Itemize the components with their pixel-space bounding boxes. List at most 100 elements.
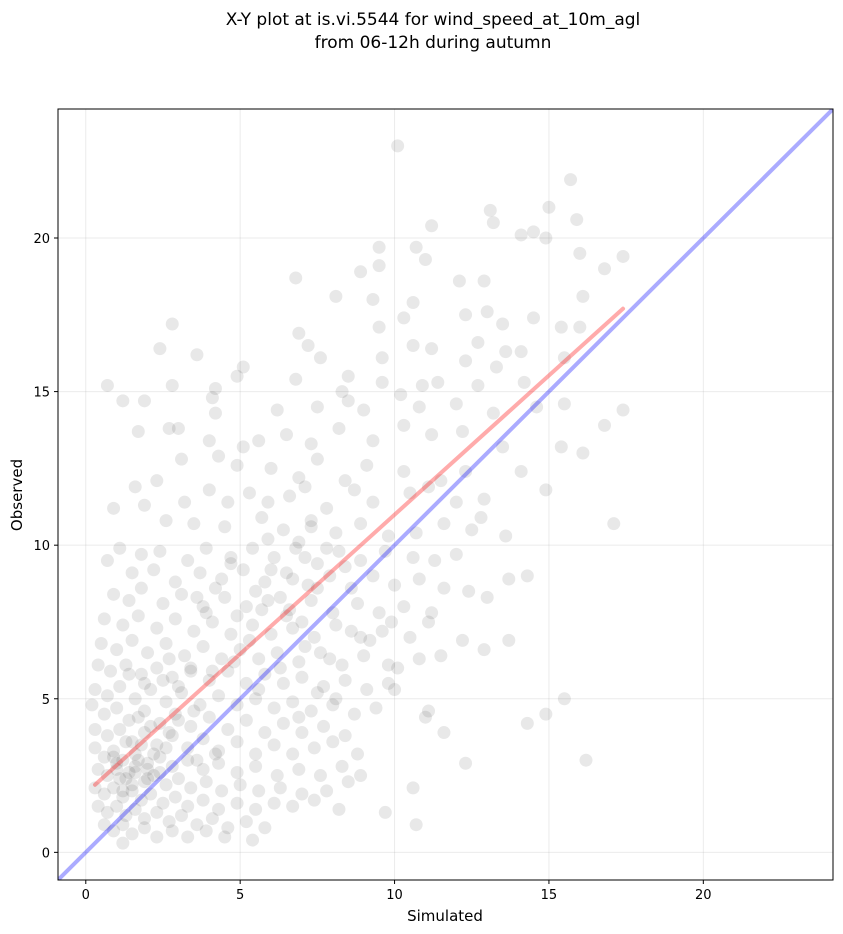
scatter-point	[471, 378, 485, 392]
scatter-point	[307, 793, 321, 807]
scatter-point	[261, 593, 275, 607]
scatter-point	[144, 787, 158, 801]
scatter-point	[298, 640, 312, 654]
scatter-point	[520, 569, 534, 583]
scatter-point	[205, 812, 219, 826]
scatter-point	[409, 240, 423, 254]
plot-frame	[57, 108, 834, 881]
scatter-point	[375, 624, 389, 638]
scatter-point	[434, 649, 448, 663]
scatter-point	[181, 753, 195, 767]
scatter-point	[125, 827, 139, 841]
scatter-point	[425, 606, 439, 620]
scatter-point	[480, 590, 494, 604]
scatter-point	[137, 394, 151, 408]
scatter-point	[202, 483, 216, 497]
scatter-point	[261, 532, 275, 546]
scatter-point	[137, 821, 151, 835]
scatter-point	[304, 593, 318, 607]
scatter-point	[406, 296, 420, 310]
scatter-point	[295, 726, 309, 740]
scatter-point	[418, 710, 432, 724]
scatter-point	[526, 311, 540, 325]
y-tick-label: 0	[42, 846, 50, 861]
scatter-point	[292, 710, 306, 724]
scatter-point	[150, 805, 164, 819]
scatter-point	[381, 676, 395, 690]
scatter-point	[326, 735, 340, 749]
scatter-point	[539, 483, 553, 497]
scatter-point	[323, 569, 337, 583]
scatter-point	[267, 738, 281, 752]
scatter-point	[422, 704, 436, 718]
scatter-point	[354, 517, 368, 531]
scatter-point	[221, 664, 235, 678]
scatter-point	[295, 670, 309, 684]
scatter-point	[261, 495, 275, 509]
scatter-point	[304, 437, 318, 451]
scatter-point	[190, 753, 204, 767]
scatter-point	[344, 624, 358, 638]
scatter-point	[542, 200, 556, 214]
scatter-point	[156, 597, 170, 611]
scatter-point	[326, 698, 340, 712]
scatter-point	[131, 753, 145, 767]
scatter-point	[341, 369, 355, 383]
scatter-point	[557, 397, 571, 411]
scatter-point	[110, 756, 124, 770]
scatter-point	[125, 778, 139, 792]
scatter-point	[137, 812, 151, 826]
scatter-point	[360, 458, 374, 472]
scatter-point	[459, 308, 473, 322]
scatter-point	[175, 686, 189, 700]
scatter-point	[116, 394, 130, 408]
scatter-point	[452, 274, 466, 288]
scatter-point	[437, 726, 451, 740]
scatter-point	[150, 621, 164, 635]
scatter-point	[477, 492, 491, 506]
scatter-point	[483, 203, 497, 217]
scatter-point	[147, 747, 161, 761]
scatter-point	[116, 753, 130, 767]
scatter-point	[113, 679, 127, 693]
scatter-point	[144, 683, 158, 697]
scatter-point	[301, 339, 315, 353]
scatter-point	[230, 735, 244, 749]
scatter-point	[190, 818, 204, 832]
scatter-point	[335, 658, 349, 672]
scatter-point	[539, 707, 553, 721]
scatter-point	[193, 566, 207, 580]
scatter-point	[239, 815, 253, 829]
scatter-point	[107, 501, 121, 515]
scatter-point	[412, 400, 426, 414]
scatter-point	[397, 418, 411, 432]
scatter-point	[202, 673, 216, 687]
scatter-point	[97, 787, 111, 801]
scatter-point	[310, 581, 324, 595]
scatter-point	[381, 658, 395, 672]
scatter-point	[279, 609, 293, 623]
scatter-point	[437, 581, 451, 595]
scatter-point	[462, 584, 476, 598]
scatter-point	[502, 572, 516, 586]
scatter-point	[162, 652, 176, 666]
scatter-point	[224, 557, 238, 571]
scatter-point	[246, 618, 260, 632]
scatter-point	[422, 615, 436, 629]
scatter-point	[165, 759, 179, 773]
scatter-point	[310, 400, 324, 414]
scatter-point	[165, 317, 179, 331]
scatter-point	[270, 769, 284, 783]
scatter-point	[283, 489, 297, 503]
scatter-point	[196, 732, 210, 746]
scatter-point	[230, 796, 244, 810]
scatter-point	[134, 738, 148, 752]
scatter-point	[224, 627, 238, 641]
scatter-point	[397, 464, 411, 478]
scatter-point	[153, 342, 167, 356]
scatter-point	[178, 649, 192, 663]
scatter-point	[205, 664, 219, 678]
scatter-point	[397, 311, 411, 325]
scatter-point	[131, 609, 145, 623]
